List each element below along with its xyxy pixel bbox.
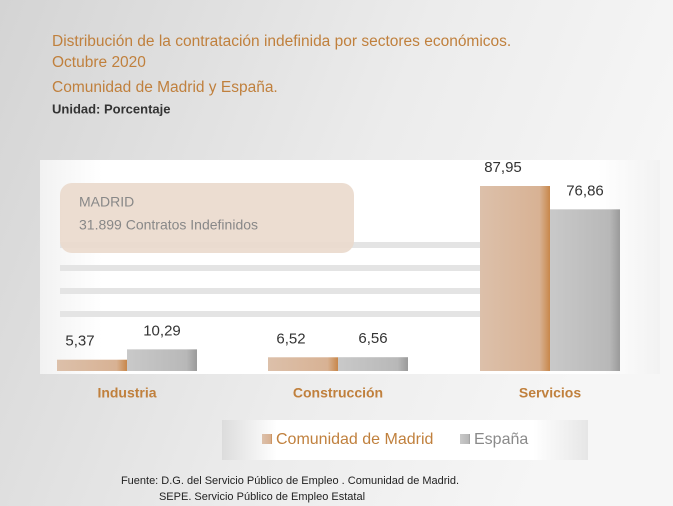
legend-label: Comunidad de Madrid (276, 431, 433, 448)
unit: Unidad: Porcentaje (52, 101, 170, 116)
legend-box (222, 420, 588, 460)
bar (268, 357, 338, 371)
title: Distribución de la contratación indefini… (52, 33, 511, 50)
legend-marker (262, 434, 272, 444)
value-label: 10,29 (143, 322, 181, 339)
bar (550, 209, 620, 371)
legend-marker (460, 434, 470, 444)
source: SEPE. Servicio Público de Empleo Estatal (159, 491, 365, 503)
bar (57, 359, 127, 371)
annotation-box (60, 183, 354, 253)
annotation: MADRID (79, 194, 134, 210)
bar (338, 357, 408, 371)
title: Octubre 2020 (52, 54, 146, 71)
bar (127, 349, 197, 371)
legend-label: España (474, 431, 528, 448)
bar (480, 186, 550, 371)
value-label: 6,52 (276, 330, 305, 347)
source: Fuente: D.G. del Servicio Público de Emp… (121, 475, 459, 487)
x-tick-label: Servicios (519, 385, 581, 401)
x-tick-label: Industria (97, 385, 156, 401)
value-label: 6,56 (358, 330, 387, 347)
x-tick-label: Construcción (293, 385, 383, 401)
title: Comunidad de Madrid y España. (52, 79, 278, 96)
value-label: 76,86 (566, 182, 604, 199)
annotation: 31.899 Contratos Indefinidos (79, 217, 258, 233)
value-label: 87,95 (484, 159, 522, 176)
value-label: 5,37 (65, 333, 94, 350)
